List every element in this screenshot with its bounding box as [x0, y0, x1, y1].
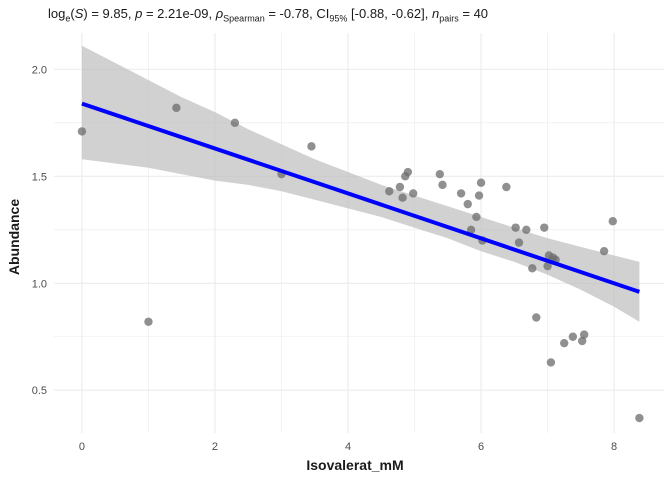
data-point	[144, 317, 153, 326]
x-tick-label: 2	[212, 441, 218, 453]
rho-value: = -0.78,	[268, 6, 313, 21]
p-value: = 2.21e-09,	[145, 6, 213, 21]
data-point	[172, 103, 181, 113]
data-point	[409, 189, 418, 198]
x-tick-label: 0	[79, 441, 85, 453]
y-tick-label: 0.5	[32, 385, 47, 397]
data-point	[532, 313, 541, 322]
data-point	[635, 413, 644, 423]
data-point	[77, 127, 87, 136]
data-point	[546, 358, 556, 367]
data-point	[435, 169, 445, 179]
data-point	[476, 178, 486, 187]
log-value: = 9.85,	[91, 6, 132, 21]
data-point	[511, 223, 520, 232]
data-point	[438, 180, 447, 190]
confidence-band	[81, 45, 640, 322]
data-point	[560, 338, 569, 348]
fit-line	[81, 101, 641, 294]
ci-sub: 95%	[329, 13, 348, 24]
n-value: = 40	[462, 6, 489, 21]
data-point	[403, 167, 413, 177]
log-base: e	[65, 13, 71, 24]
data-point	[599, 246, 609, 256]
data-point	[472, 212, 481, 222]
data-point	[466, 225, 476, 234]
data-points	[77, 103, 644, 423]
n-sub: pairs	[439, 13, 459, 24]
ci-label: CI	[316, 6, 330, 21]
x-tick-label: 6	[478, 441, 484, 453]
axis-ticks: 0 2 4 6 8 0.5 1.0 1.5 2.0	[32, 64, 617, 453]
data-point	[579, 330, 589, 339]
data-point	[456, 189, 466, 198]
data-point	[577, 336, 587, 346]
data-point	[398, 193, 407, 202]
data-point	[385, 187, 394, 196]
data-point	[540, 223, 549, 232]
data-point	[514, 238, 524, 247]
rho-sub: Spearman	[223, 13, 265, 24]
n-label: n	[432, 6, 440, 21]
data-point	[568, 332, 578, 341]
y-axis-title: Abundance	[6, 199, 22, 275]
data-point	[608, 217, 617, 226]
data-point	[307, 142, 316, 151]
p-label: p	[135, 6, 143, 21]
data-point	[543, 261, 552, 271]
data-point	[528, 264, 537, 273]
data-point	[230, 118, 240, 128]
x-tick-label: 8	[611, 441, 617, 453]
y-tick-label: 1.0	[32, 278, 47, 290]
x-axis-title: Isovalerat_mM	[306, 457, 403, 473]
data-point	[463, 199, 472, 209]
stats-subtitle: loge(S) = 9.85, p = 2.21e-09, ρSpearman …	[48, 6, 489, 24]
log-var: S	[74, 6, 84, 21]
data-point	[474, 191, 484, 200]
y-tick-label: 1.5	[32, 171, 47, 183]
confidence-band-area	[81, 45, 640, 322]
ci-value: [-0.88, -0.62],	[351, 6, 429, 21]
y-tick-label: 2.0	[32, 64, 47, 76]
x-tick-label: 4	[345, 441, 351, 453]
data-point	[502, 182, 511, 192]
data-point	[522, 225, 531, 234]
rho-label: ρ	[215, 6, 224, 21]
data-point	[395, 182, 405, 192]
log-label: log	[48, 6, 66, 21]
regression-line	[81, 101, 641, 294]
